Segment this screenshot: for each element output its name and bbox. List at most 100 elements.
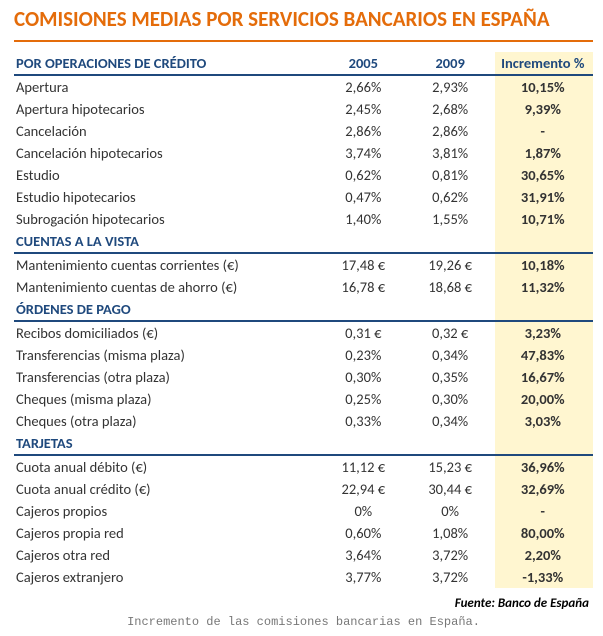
row-2005: 2,86% <box>321 120 408 142</box>
row-2009: 0,62% <box>408 186 495 208</box>
row-label: Cheques (otra plaza) <box>14 410 321 432</box>
row-label: Estudio <box>14 164 321 186</box>
row-label: Cajeros extranjero <box>14 566 321 588</box>
table-row: Transferencias (otra plaza)0,30%0,35%16,… <box>14 366 593 388</box>
row-2009: 2,68% <box>408 98 495 120</box>
row-2005: 2,66% <box>321 75 408 98</box>
row-label: Recibos domiciliados (€) <box>14 321 321 344</box>
row-2005: 3,74% <box>321 142 408 164</box>
row-label: Cheques (misma plaza) <box>14 388 321 410</box>
row-2009: 0,81% <box>408 164 495 186</box>
row-2009: 1,08% <box>408 522 495 544</box>
table-row: Transferencias (misma plaza)0,23%0,34%47… <box>14 344 593 366</box>
row-2009: 0,34% <box>408 410 495 432</box>
section-header: ÓRDENES DE PAGO <box>14 298 593 321</box>
table-row: Cajeros propia red0,60%1,08%80,00% <box>14 522 593 544</box>
table-row: Recibos domiciliados (€)0,31 €0,32 €3,23… <box>14 321 593 344</box>
row-2009: 0,34% <box>408 344 495 366</box>
row-label: Apertura <box>14 75 321 98</box>
row-increment: 2,20% <box>495 544 593 566</box>
row-2005: 0,47% <box>321 186 408 208</box>
table-row: Apertura2,66%2,93%10,15% <box>14 75 593 98</box>
section-spacer <box>495 230 593 253</box>
table-row: Mantenimiento cuentas corrientes (€)17,4… <box>14 253 593 276</box>
row-increment: 10,18% <box>495 253 593 276</box>
header-section: POR OPERACIONES DE CRÉDITO <box>14 52 321 75</box>
row-label: Mantenimiento cuentas corrientes (€) <box>14 253 321 276</box>
row-increment: 32,69% <box>495 478 593 500</box>
section-spacer <box>495 432 593 455</box>
row-label: Transferencias (otra plaza) <box>14 366 321 388</box>
row-increment: 16,67% <box>495 366 593 388</box>
row-increment: -1,33% <box>495 566 593 588</box>
caption: Incremento de las comisiones bancarias e… <box>14 615 593 629</box>
row-increment: 31,91% <box>495 186 593 208</box>
table-row: Cuota anual crédito (€)22,94 €30,44 €32,… <box>14 478 593 500</box>
section-header: CUENTAS A LA VISTA <box>14 230 593 253</box>
row-increment: 9,39% <box>495 98 593 120</box>
row-2009: 2,93% <box>408 75 495 98</box>
row-2005: 2,45% <box>321 98 408 120</box>
row-label: Subrogación hipotecarios <box>14 208 321 230</box>
row-2009: 3,72% <box>408 566 495 588</box>
table-row: Estudio0,62%0,81%30,65% <box>14 164 593 186</box>
row-increment: 30,65% <box>495 164 593 186</box>
row-increment: 47,83% <box>495 344 593 366</box>
row-2009: 2,86% <box>408 120 495 142</box>
row-2009: 0,32 € <box>408 321 495 344</box>
row-label: Transferencias (misma plaza) <box>14 344 321 366</box>
row-label: Estudio hipotecarios <box>14 186 321 208</box>
table-row: Cancelación hipotecarios3,74%3,81%1,87% <box>14 142 593 164</box>
table-row: Apertura hipotecarios2,45%2,68%9,39% <box>14 98 593 120</box>
source-row: Fuente: Banco de España <box>14 588 593 613</box>
table-row: Estudio hipotecarios0,47%0,62%31,91% <box>14 186 593 208</box>
row-label: Cajeros propios <box>14 500 321 522</box>
row-label: Cuota anual crédito (€) <box>14 478 321 500</box>
section-title: TARJETAS <box>14 432 495 455</box>
row-2009: 19,26 € <box>408 253 495 276</box>
table-row: Cancelación2,86%2,86%- <box>14 120 593 142</box>
commissions-table: POR OPERACIONES DE CRÉDITO 2005 2009 Inc… <box>14 52 593 613</box>
row-increment: 11,32% <box>495 276 593 298</box>
row-2005: 0,60% <box>321 522 408 544</box>
row-increment: 80,00% <box>495 522 593 544</box>
row-increment: 10,71% <box>495 208 593 230</box>
row-increment: 10,15% <box>495 75 593 98</box>
table-row: Cheques (otra plaza)0,33%0,34%3,03% <box>14 410 593 432</box>
row-increment: 3,03% <box>495 410 593 432</box>
row-increment: - <box>495 500 593 522</box>
row-2005: 11,12 € <box>321 455 408 478</box>
row-2009: 0% <box>408 500 495 522</box>
row-2009: 18,68 € <box>408 276 495 298</box>
row-2005: 0,62% <box>321 164 408 186</box>
row-increment: 3,23% <box>495 321 593 344</box>
page-title: COMISIONES MEDIAS POR SERVICIOS BANCARIO… <box>14 6 593 42</box>
row-2005: 0,23% <box>321 344 408 366</box>
table-row: Cajeros extranjero3,77%3,72%-1,33% <box>14 566 593 588</box>
row-2005: 22,94 € <box>321 478 408 500</box>
row-2005: 17,48 € <box>321 253 408 276</box>
row-2005: 0,30% <box>321 366 408 388</box>
row-2005: 3,64% <box>321 544 408 566</box>
row-label: Cajeros propia red <box>14 522 321 544</box>
row-label: Cancelación <box>14 120 321 142</box>
table-row: Cheques (misma plaza)0,25%0,30%20,00% <box>14 388 593 410</box>
row-increment: 1,87% <box>495 142 593 164</box>
section-header: TARJETAS <box>14 432 593 455</box>
row-label: Cancelación hipotecarios <box>14 142 321 164</box>
row-2005: 1,40% <box>321 208 408 230</box>
row-2005: 0,33% <box>321 410 408 432</box>
row-increment: 20,00% <box>495 388 593 410</box>
row-2005: 0,31 € <box>321 321 408 344</box>
row-2005: 0,25% <box>321 388 408 410</box>
table-row: Mantenimiento cuentas de ahorro (€)16,78… <box>14 276 593 298</box>
row-2009: 15,23 € <box>408 455 495 478</box>
row-label: Apertura hipotecarios <box>14 98 321 120</box>
table-row: Cuota anual débito (€)11,12 €15,23 €36,9… <box>14 455 593 478</box>
row-increment: 36,96% <box>495 455 593 478</box>
source-text: Fuente: Banco de España <box>14 588 593 613</box>
table-row: Subrogación hipotecarios1,40%1,55%10,71% <box>14 208 593 230</box>
row-increment: - <box>495 120 593 142</box>
row-2009: 0,30% <box>408 388 495 410</box>
section-title: ÓRDENES DE PAGO <box>14 298 495 321</box>
